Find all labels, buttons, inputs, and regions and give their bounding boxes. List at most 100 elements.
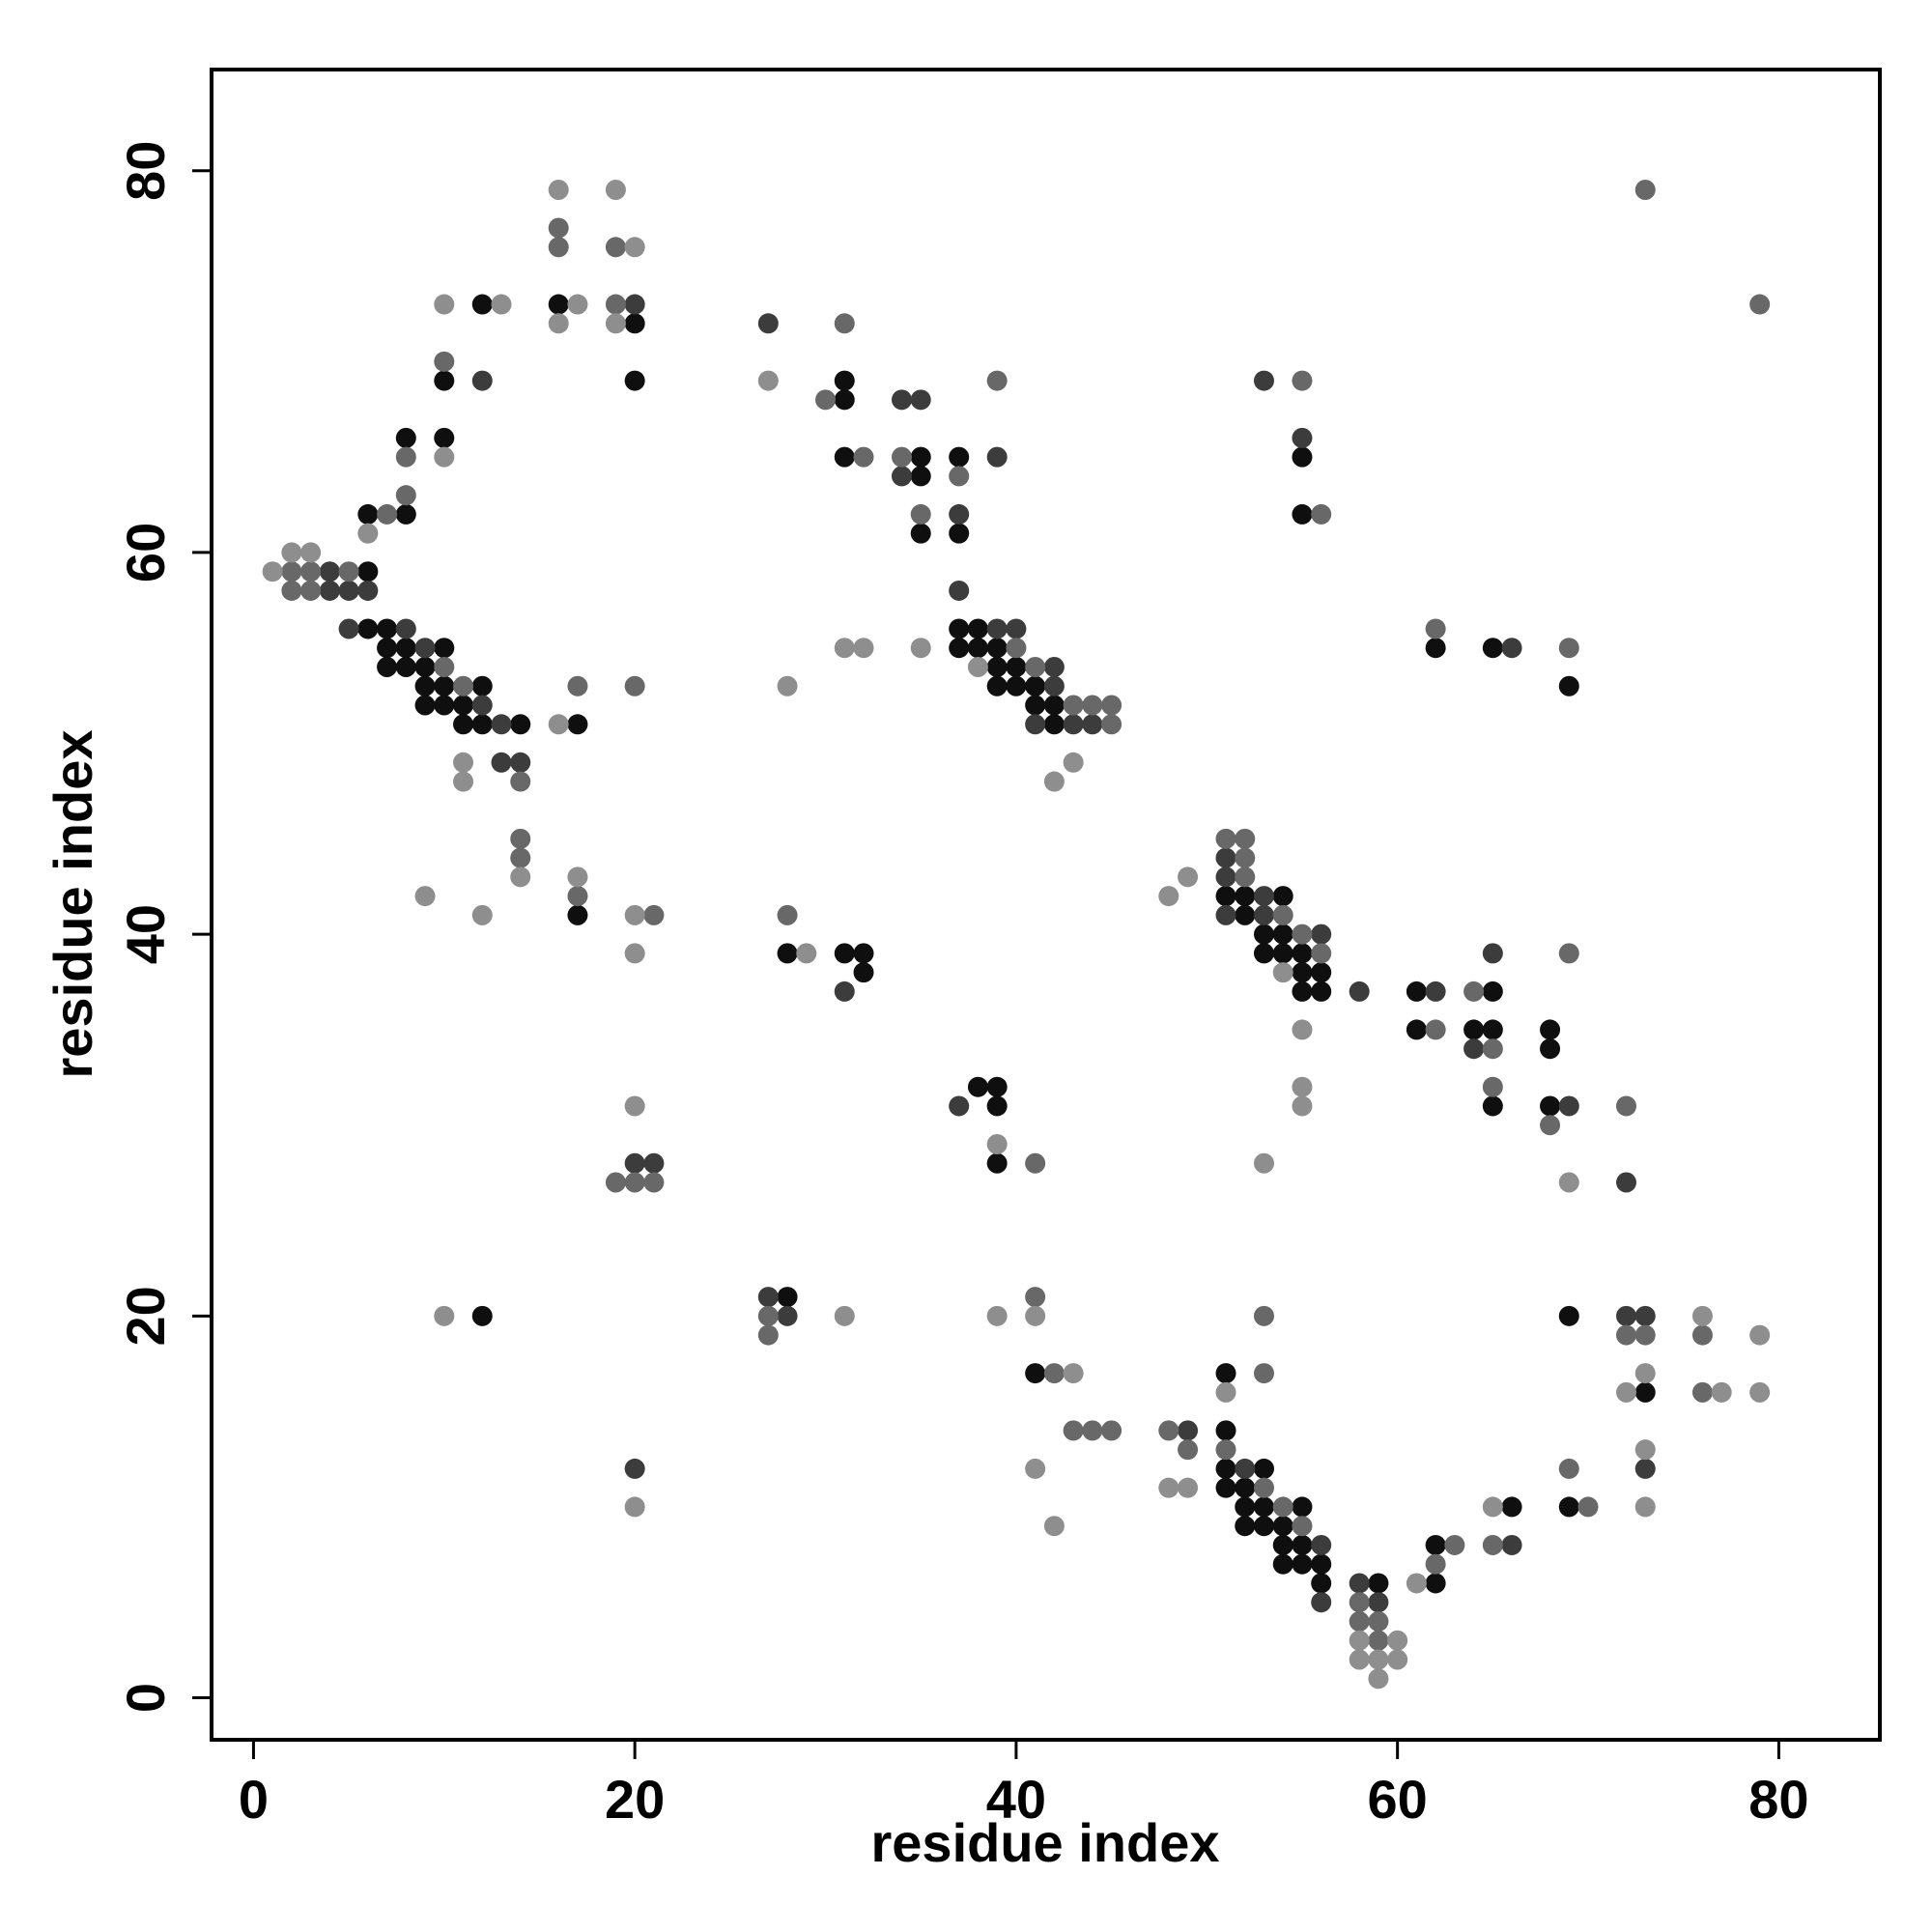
x-tick-label: 20 <box>605 1769 665 1830</box>
point <box>1215 1439 1236 1461</box>
point <box>757 1287 779 1308</box>
point <box>357 503 379 525</box>
point <box>757 1305 779 1326</box>
point <box>1253 943 1274 964</box>
point <box>281 542 302 563</box>
point <box>1749 1381 1771 1403</box>
point <box>1387 1649 1408 1670</box>
point <box>1558 675 1579 696</box>
point <box>395 446 416 468</box>
point <box>1292 427 1313 448</box>
point <box>605 179 626 200</box>
point <box>891 466 912 487</box>
point <box>1158 886 1179 907</box>
point <box>1235 1477 1256 1498</box>
point <box>834 446 855 468</box>
point <box>1634 1439 1656 1461</box>
point <box>1025 695 1046 716</box>
point <box>1272 1496 1293 1518</box>
point <box>949 1095 970 1117</box>
point <box>891 446 912 468</box>
point <box>1368 1668 1389 1690</box>
point <box>567 867 588 888</box>
point <box>548 179 569 200</box>
point <box>510 828 531 849</box>
point <box>1272 904 1293 925</box>
point <box>471 1305 493 1326</box>
point <box>453 714 474 735</box>
point <box>1253 904 1274 925</box>
point <box>986 370 1008 391</box>
point <box>1272 962 1293 983</box>
point <box>1482 1019 1503 1040</box>
point <box>1253 1458 1274 1479</box>
point <box>434 351 455 372</box>
point <box>281 580 302 601</box>
point <box>986 1305 1008 1326</box>
point <box>510 752 531 773</box>
point <box>1235 1516 1256 1537</box>
point <box>434 294 455 315</box>
point <box>1043 675 1065 696</box>
point <box>986 656 1008 677</box>
point <box>1215 886 1236 907</box>
point <box>757 313 779 334</box>
point <box>1063 714 1084 735</box>
point <box>1368 1592 1389 1613</box>
point <box>1349 980 1370 1002</box>
point <box>986 638 1008 659</box>
point <box>1292 1076 1313 1097</box>
point <box>777 1287 798 1308</box>
point <box>434 695 455 716</box>
x-tick-label: 60 <box>1368 1769 1428 1830</box>
point <box>1558 1305 1579 1326</box>
point <box>1235 1496 1256 1518</box>
point <box>453 695 474 716</box>
point <box>1272 886 1293 907</box>
point <box>1025 656 1046 677</box>
point <box>949 523 970 544</box>
point <box>1235 886 1256 907</box>
point <box>643 1152 665 1174</box>
point <box>548 294 569 315</box>
point <box>281 561 302 582</box>
point <box>1025 1458 1046 1479</box>
point <box>1006 618 1027 639</box>
point <box>357 618 379 639</box>
point <box>1253 1363 1274 1384</box>
point <box>491 294 512 315</box>
point <box>1615 1324 1636 1346</box>
point <box>624 313 645 334</box>
point <box>434 446 455 468</box>
point <box>910 503 931 525</box>
point <box>624 1458 645 1479</box>
point <box>986 1133 1008 1154</box>
point <box>1425 1019 1446 1040</box>
point <box>1691 1381 1713 1403</box>
point <box>1043 771 1065 792</box>
point <box>624 943 645 964</box>
point <box>1311 1573 1332 1594</box>
point <box>1253 370 1274 391</box>
point <box>967 1076 988 1097</box>
point <box>777 943 798 964</box>
point <box>1025 1287 1046 1308</box>
point <box>1215 1458 1236 1479</box>
point <box>1043 1363 1065 1384</box>
point <box>1272 1516 1293 1537</box>
point <box>1006 638 1027 659</box>
point <box>1025 675 1046 696</box>
y-tick-label: 60 <box>115 523 176 582</box>
point <box>1025 1152 1046 1174</box>
point <box>1063 695 1084 716</box>
point <box>319 561 340 582</box>
point <box>567 904 588 925</box>
point <box>1501 638 1522 659</box>
point <box>1558 1496 1579 1518</box>
point <box>986 1152 1008 1174</box>
point <box>395 427 416 448</box>
point <box>853 943 874 964</box>
x-tick-label: 0 <box>239 1769 269 1830</box>
point <box>834 313 855 334</box>
point <box>624 294 645 315</box>
